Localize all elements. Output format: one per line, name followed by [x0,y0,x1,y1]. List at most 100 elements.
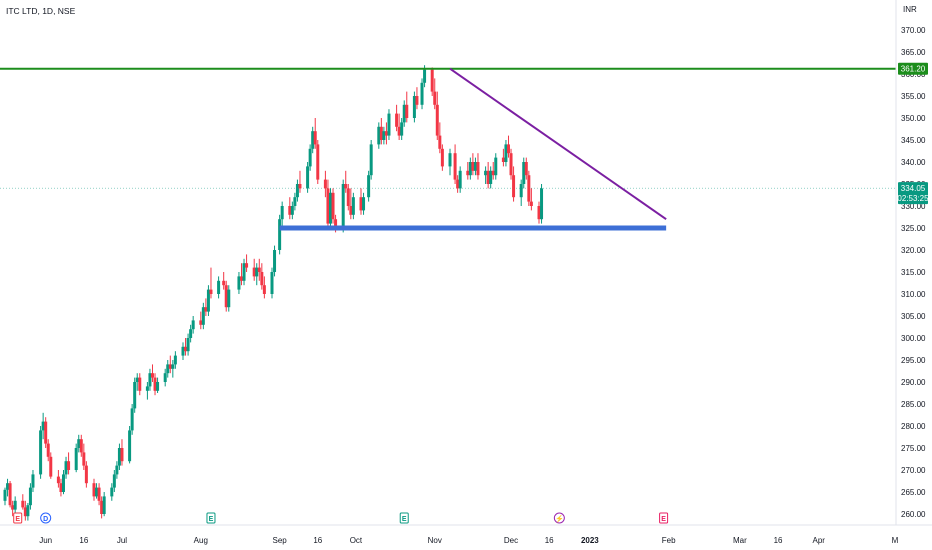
candle[interactable] [82,443,86,470]
candle[interactable] [56,470,60,488]
candle[interactable] [308,144,312,171]
candle[interactable] [504,140,508,167]
candle[interactable] [49,452,53,479]
candle[interactable] [316,140,320,184]
candle[interactable] [397,113,401,140]
candle[interactable] [306,162,310,193]
candle[interactable] [486,162,490,189]
candle[interactable] [257,258,261,281]
candle[interactable] [186,333,190,356]
candle[interactable] [448,148,452,176]
event-marker-split[interactable]: ⚡ [553,512,565,524]
candle[interactable] [440,144,444,171]
candle[interactable] [224,280,228,312]
candle[interactable] [476,153,480,180]
candle[interactable] [13,496,17,514]
candle[interactable] [117,443,121,470]
candle[interactable] [344,170,348,193]
candle[interactable] [199,311,203,330]
candle[interactable] [173,351,177,369]
candle[interactable] [217,276,221,299]
candle[interactable] [239,263,243,286]
candle[interactable] [471,153,475,176]
candle[interactable] [494,153,498,180]
candle[interactable] [420,78,424,110]
candle[interactable] [245,254,249,272]
candle[interactable] [150,364,154,382]
candle[interactable] [84,461,88,488]
candle[interactable] [163,368,167,387]
candle[interactable] [326,179,330,228]
candle[interactable] [456,175,460,193]
candle[interactable] [97,483,101,506]
candle[interactable] [166,360,170,378]
candle[interactable] [156,377,160,393]
candle[interactable] [311,126,315,154]
candle[interactable] [204,298,208,316]
candle[interactable] [501,148,505,167]
candle[interactable] [278,214,282,255]
candle[interactable] [395,104,399,132]
candle[interactable] [201,302,205,330]
candle[interactable] [8,481,12,508]
candle[interactable] [328,188,332,228]
candle[interactable] [509,148,513,180]
candle[interactable] [529,188,533,211]
candle[interactable] [206,285,210,316]
candle[interactable] [341,179,345,233]
candle[interactable] [405,91,409,123]
candle[interactable] [135,373,139,391]
candle[interactable] [39,426,43,479]
candle[interactable] [23,500,27,521]
candle[interactable] [189,324,193,343]
candle[interactable] [298,170,302,193]
candle[interactable] [331,188,335,224]
candle[interactable] [489,166,493,189]
candle[interactable] [133,377,137,413]
candle[interactable] [362,192,366,215]
candle[interactable] [260,263,264,290]
candle[interactable] [44,417,48,448]
candle[interactable] [512,166,516,202]
candle[interactable] [74,443,78,473]
candle[interactable] [100,496,104,519]
candle[interactable] [26,503,30,521]
candle[interactable] [227,285,231,312]
candle[interactable] [351,192,355,220]
candle[interactable] [11,500,15,517]
candle[interactable] [31,470,35,492]
candle[interactable] [252,258,256,281]
candle[interactable] [367,170,371,202]
candle[interactable] [280,201,284,228]
candle[interactable] [484,166,488,184]
event-marker-earnings[interactable]: E [13,512,23,524]
candle[interactable] [130,404,134,435]
candle[interactable] [95,483,99,499]
candle[interactable] [522,157,526,189]
candle[interactable] [524,157,528,180]
candle[interactable] [168,355,172,374]
candle[interactable] [41,412,45,440]
candle[interactable] [527,170,531,206]
candle[interactable] [102,492,106,517]
candle[interactable] [222,272,226,290]
candle[interactable] [537,201,541,224]
candle[interactable] [262,276,266,299]
candle[interactable] [181,342,185,360]
candle[interactable] [453,144,457,184]
candle[interactable] [349,188,353,220]
candle[interactable] [506,135,510,158]
candle[interactable] [290,201,294,220]
candle[interactable] [359,188,363,215]
candle[interactable] [473,157,477,176]
candle[interactable] [384,122,388,145]
candle[interactable] [435,91,439,140]
candle[interactable] [46,439,50,462]
candle[interactable] [153,373,157,396]
candle[interactable] [415,87,419,110]
candle[interactable] [6,478,10,497]
candle[interactable] [468,157,472,180]
candle[interactable] [28,483,32,510]
candle[interactable] [59,478,63,497]
